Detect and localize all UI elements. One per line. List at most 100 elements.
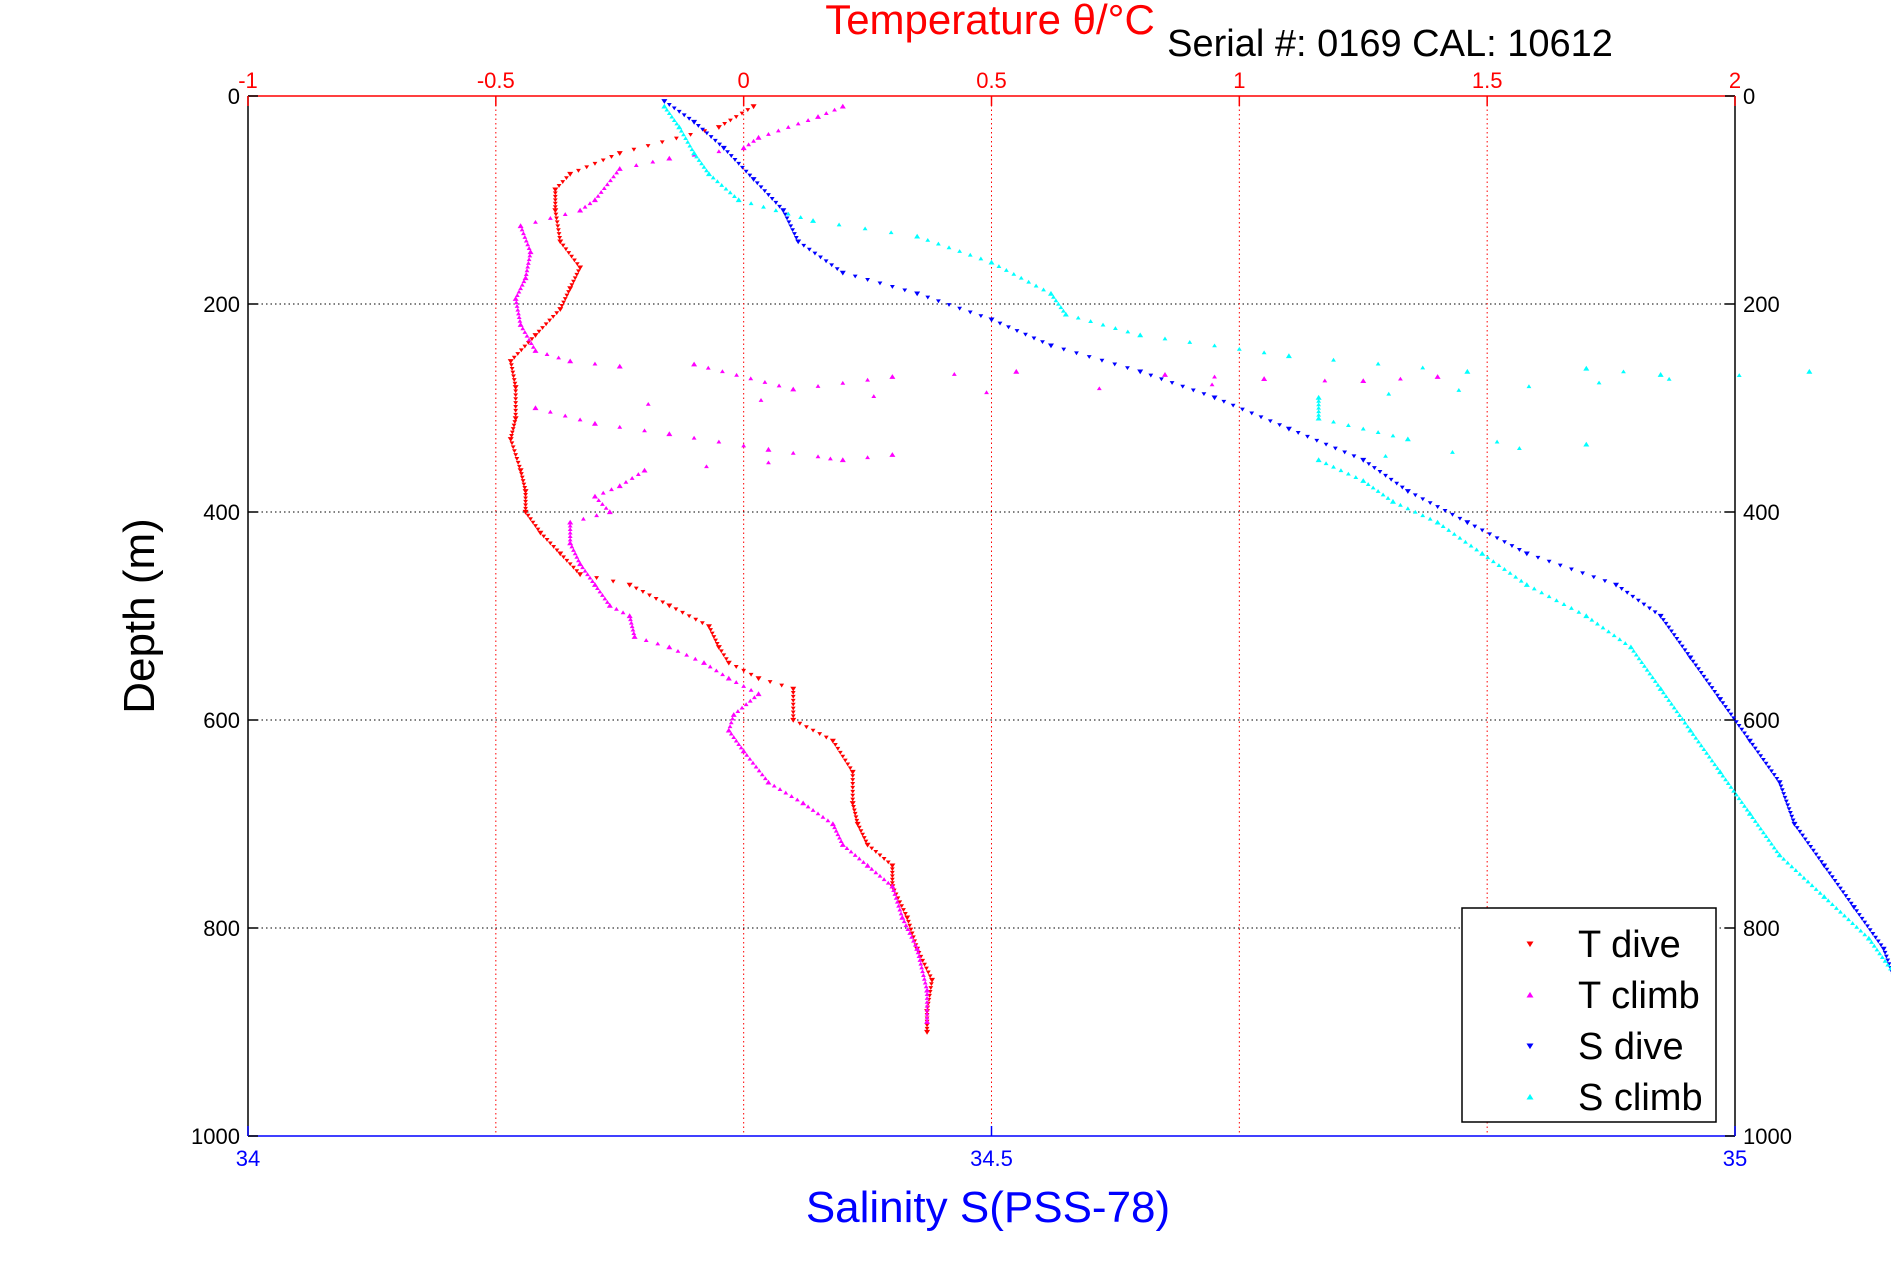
data-point xyxy=(1531,586,1537,591)
data-point xyxy=(567,540,574,546)
data-point xyxy=(1652,610,1658,615)
data-point xyxy=(616,483,623,489)
data-point xyxy=(829,263,835,268)
data-point xyxy=(1576,609,1582,614)
grid xyxy=(248,96,1735,1136)
data-point xyxy=(691,119,698,125)
y-tick-label-right: 200 xyxy=(1743,292,1780,317)
data-point xyxy=(733,738,739,743)
data-point xyxy=(523,272,529,276)
data-point xyxy=(592,361,598,366)
data-point xyxy=(1701,674,1707,679)
data-point xyxy=(889,863,896,869)
data-point xyxy=(725,150,730,155)
y-tick-label: 600 xyxy=(203,708,240,733)
data-point xyxy=(1589,617,1595,622)
data-point xyxy=(523,503,528,508)
data-point xyxy=(1546,559,1552,564)
data-point xyxy=(1398,376,1403,381)
data-point xyxy=(536,329,542,334)
data-point xyxy=(839,103,846,109)
data-point xyxy=(512,420,518,425)
data-point xyxy=(1657,686,1664,691)
data-point xyxy=(580,565,585,570)
data-point xyxy=(1611,633,1617,638)
data-point xyxy=(957,249,963,253)
data-point xyxy=(1569,567,1574,572)
data-point xyxy=(1316,405,1322,410)
data-point xyxy=(591,582,598,587)
data-point xyxy=(1285,353,1292,359)
data-point xyxy=(695,124,701,128)
data-point xyxy=(1720,701,1726,706)
data-point xyxy=(516,315,522,320)
data-point xyxy=(1771,845,1777,850)
data-point xyxy=(1125,366,1130,371)
data-point xyxy=(766,131,771,136)
data-point xyxy=(518,286,524,291)
data-point xyxy=(835,746,841,751)
data-point xyxy=(829,821,836,827)
data-point xyxy=(1846,917,1851,922)
data-point xyxy=(957,306,963,311)
data-point xyxy=(1682,648,1688,653)
data-point xyxy=(522,489,529,494)
data-point xyxy=(909,931,915,936)
data-point xyxy=(524,268,530,273)
data-point xyxy=(1808,845,1814,849)
data-point xyxy=(1062,311,1069,317)
data-point xyxy=(1728,712,1734,717)
data-point xyxy=(704,464,709,469)
data-point xyxy=(907,931,913,935)
data-point xyxy=(889,284,895,289)
data-point xyxy=(554,311,560,316)
data-point xyxy=(604,182,610,187)
data-point xyxy=(544,352,550,356)
data-point xyxy=(1011,271,1017,276)
data-point xyxy=(1788,810,1793,815)
data-point xyxy=(1701,747,1707,751)
data-point xyxy=(916,954,922,959)
data-point xyxy=(762,189,768,194)
data-point xyxy=(852,274,858,279)
data-point xyxy=(1791,821,1798,827)
data-point xyxy=(1003,268,1009,272)
x-bottom-tick-label: 34.5 xyxy=(970,1146,1013,1171)
x-top-tick-label: 0 xyxy=(738,68,750,93)
data-point xyxy=(856,856,862,861)
data-point xyxy=(1056,301,1061,306)
data-point xyxy=(922,962,927,967)
data-point xyxy=(1112,362,1118,367)
data-point xyxy=(790,228,796,233)
data-point xyxy=(601,186,607,190)
data-point xyxy=(790,706,796,711)
data-point xyxy=(784,216,790,221)
data-point xyxy=(701,660,708,665)
x-top-tick-label: 1.5 xyxy=(1472,68,1503,93)
data-point xyxy=(746,142,752,147)
data-point xyxy=(525,242,531,247)
x-bottom-tick-label: 34 xyxy=(236,1146,260,1171)
data-point xyxy=(1596,380,1602,385)
data-point xyxy=(753,764,759,769)
data-point xyxy=(823,735,829,740)
data-point xyxy=(996,264,1002,268)
data-point xyxy=(666,644,673,650)
data-point xyxy=(1627,644,1634,650)
data-point xyxy=(851,808,857,813)
data-point xyxy=(727,724,733,729)
data-point xyxy=(1322,378,1328,383)
data-point xyxy=(842,758,848,763)
data-point xyxy=(946,245,952,250)
data-point xyxy=(758,398,764,402)
data-point xyxy=(1865,935,1872,941)
data-point xyxy=(528,517,533,522)
data-point xyxy=(671,106,677,111)
data-point xyxy=(674,121,680,126)
data-point xyxy=(704,168,709,173)
data-point xyxy=(574,554,580,559)
data-point xyxy=(1687,727,1694,733)
data-point xyxy=(523,496,528,501)
data-point xyxy=(747,173,753,178)
data-point xyxy=(1848,901,1854,906)
